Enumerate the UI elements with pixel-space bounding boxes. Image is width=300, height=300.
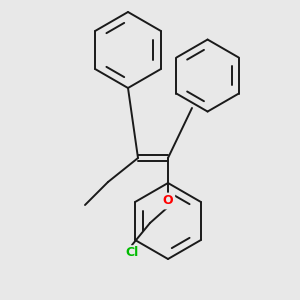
Text: Cl: Cl: [125, 247, 139, 260]
Text: O: O: [163, 194, 173, 208]
